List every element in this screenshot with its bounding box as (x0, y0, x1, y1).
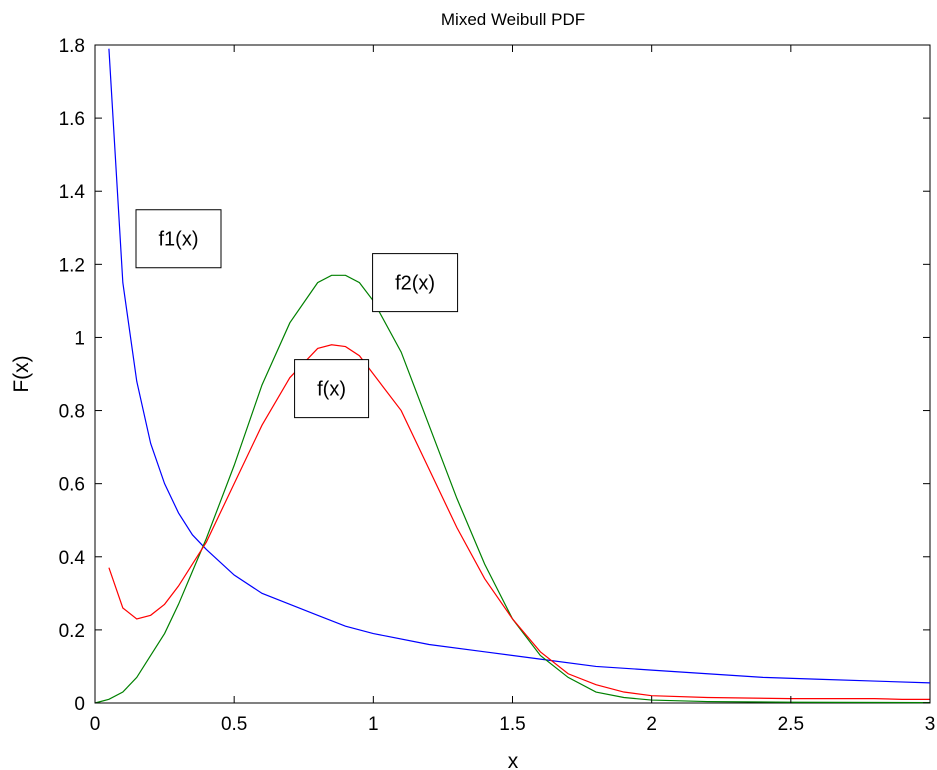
series-line-1 (108, 48, 931, 684)
x-tick-label: 0 (90, 714, 101, 735)
x-tick-label: 3 (925, 714, 936, 735)
x-tick-label: 2 (646, 714, 657, 735)
y-tick-label: 1.8 (59, 36, 85, 57)
y-tick-label: 1.6 (59, 109, 85, 130)
x-axis-ticks: 0 0.5 1 1.5 2 2.5 3 (90, 45, 936, 735)
y-tick-label: 0.4 (59, 548, 86, 569)
annotation-label: f1(x) (159, 229, 199, 251)
annotation-2: f2(x) (372, 253, 459, 313)
y-axis-ticks: 0 0.2 0.4 0.6 0.8 1 1.2 1.4 1.6 1.8 (59, 36, 930, 715)
y-tick-label: 0.8 (59, 402, 85, 423)
x-tick-label: 2.5 (778, 714, 804, 735)
chart-title: Mixed Weibull PDF (441, 10, 585, 29)
axes-box (94, 44, 931, 704)
annotation-3: f(x) (294, 359, 370, 419)
y-tick-label: 0.2 (59, 621, 85, 642)
annotations-layer: f1(x) f2(x) f(x) (135, 209, 459, 419)
annotation-box (294, 359, 370, 419)
series-line-2 (94, 274, 931, 704)
plot-area (94, 44, 931, 704)
y-axis-label: F(x) (10, 355, 33, 392)
y-tick-label: 0.6 (59, 475, 85, 496)
annotation-1: f1(x) (135, 209, 222, 269)
annotation-box (372, 253, 459, 313)
y-tick-label: 1.4 (59, 182, 86, 203)
y-tick-label: 1.2 (59, 255, 85, 276)
y-tick-label: 1 (74, 328, 85, 349)
x-tick-label: 0.5 (221, 714, 247, 735)
y-tick-label: 0 (74, 694, 85, 715)
x-axis-label: x (508, 750, 519, 770)
annotation-label: f2(x) (395, 273, 435, 295)
annotation-label: f(x) (317, 379, 346, 401)
x-tick-label: 1 (368, 714, 379, 735)
annotation-box (135, 209, 222, 269)
x-tick-label: 1.5 (499, 714, 525, 735)
